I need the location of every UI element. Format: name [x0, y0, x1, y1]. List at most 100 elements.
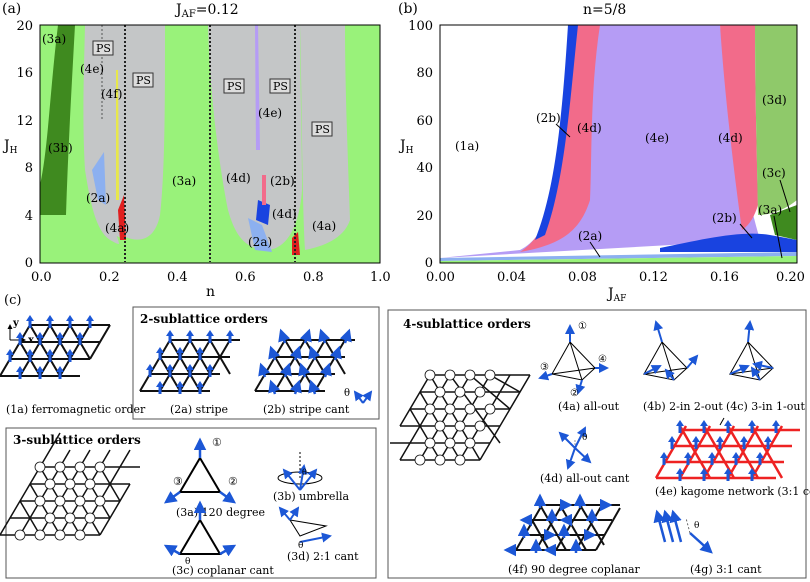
- svg-text:JH: JH: [398, 138, 414, 156]
- svg-text:③: ③: [540, 362, 549, 373]
- panel-b-yticks: 0 20 40 60 80 100: [408, 19, 433, 271]
- region-2b-b-left: [535, 25, 578, 240]
- panel-a-yticks: 0 4 8 12 16 20: [16, 19, 33, 271]
- label-2b-b-right: (2b): [712, 211, 737, 225]
- panel-c: (c) y x (1a) ferromagnetic order 2-subla…: [0, 293, 810, 579]
- region-2a-right: [248, 218, 272, 252]
- svg-text:JAF=0.12: JAF=0.12: [174, 2, 239, 20]
- svg-text:20: 20: [16, 19, 33, 34]
- region-2a-b: [440, 252, 797, 261]
- stripe-cant-angle-icon: θ: [344, 388, 373, 404]
- cant-3d: θ: [278, 506, 332, 551]
- panel-c-label: (c): [4, 293, 21, 308]
- region-3b: [40, 25, 75, 215]
- svg-text:①: ①: [212, 436, 222, 449]
- cant-4g: θ: [653, 509, 713, 554]
- svg-text:②: ②: [570, 388, 579, 399]
- title-2-sublattice: 2-sublattice orders: [140, 312, 268, 326]
- label-ps-5: PS: [315, 123, 330, 136]
- caption-3b: (3b) umbrella: [273, 490, 349, 503]
- caption-2b: (2b) stripe cant: [263, 403, 350, 416]
- label-3a-main: (3a): [172, 174, 196, 188]
- panel-a-xticks: 0.0 0.2 0.4 0.6 0.8 1.0: [31, 270, 391, 285]
- label-4d-b-right: (4d): [718, 131, 743, 145]
- label-4f: (4f): [101, 87, 122, 101]
- caption-4c: (4c) 3-in 1-out: [726, 400, 805, 413]
- region-2b: [256, 200, 270, 225]
- svg-text:②: ②: [228, 475, 238, 488]
- region-ps-4: [300, 25, 350, 250]
- panel-a: (a) JAF=0.12 (3a) (3b) (4e): [2, 1, 391, 300]
- panel-b-label: (b): [398, 1, 418, 17]
- svg-text:0: 0: [425, 256, 433, 271]
- svg-text:θ: θ: [344, 388, 350, 399]
- svg-text:④: ④: [598, 354, 607, 365]
- panel-a-ylabel: J: [2, 138, 10, 154]
- region-3a-b: [440, 256, 797, 263]
- caption-4b: (4b) 2-in 2-out: [643, 400, 723, 413]
- caption-3d: (3d) 2:1 cant: [287, 550, 359, 563]
- region-4e: [255, 25, 260, 150]
- panel-a-title-sub: AF: [181, 9, 196, 20]
- svg-text:y: y: [12, 318, 20, 329]
- label-ps-2: PS: [136, 74, 151, 87]
- panel-b-xlabel: J: [606, 286, 614, 302]
- label-2a-right: (2a): [248, 235, 272, 249]
- svg-text:JH: JH: [2, 138, 18, 156]
- region-4f: [116, 70, 119, 200]
- svg-text:0.0: 0.0: [31, 270, 52, 285]
- title-3-sublattice: 3-sublattice orders: [13, 433, 141, 447]
- svg-text:0.6: 0.6: [235, 270, 256, 285]
- label-4d-lower: (4d): [272, 207, 297, 221]
- label-2a-left: (2a): [86, 191, 110, 205]
- svg-text:100: 100: [408, 19, 433, 34]
- svg-text:θ: θ: [302, 468, 307, 477]
- svg-text:80: 80: [416, 66, 433, 81]
- svg-text:0.16: 0.16: [710, 270, 739, 285]
- region-2b-b-right: [660, 233, 797, 252]
- lattice-2a: [139, 328, 240, 396]
- region-2a-left: [92, 152, 106, 205]
- panel-a-frame: [39, 24, 381, 264]
- svg-text:0.00: 0.00: [426, 270, 455, 285]
- svg-text:0: 0: [25, 256, 33, 271]
- svg-text:0.8: 0.8: [303, 270, 324, 285]
- label-3c: (3c): [762, 166, 786, 180]
- label-3d: (3d): [762, 93, 787, 107]
- lattice-3: [0, 432, 140, 541]
- tetra-4a: ① ③ ④ ②: [538, 321, 609, 399]
- box-2-sublattice: [132, 306, 380, 420]
- label-4d-upper: (4d): [226, 171, 251, 185]
- caption-3c: (3c) coplanar cant: [172, 564, 274, 577]
- svg-text:θ: θ: [298, 541, 303, 551]
- box-4-sublattice: [387, 309, 807, 579]
- lattice-4f: [503, 493, 621, 557]
- region-3d: [755, 25, 797, 215]
- region-4e-b: [440, 25, 760, 258]
- svg-text:JAF: JAF: [606, 286, 626, 304]
- svg-text:0.04: 0.04: [497, 270, 526, 285]
- svg-text:12: 12: [16, 114, 33, 129]
- kagome-4e: [654, 417, 800, 483]
- label-4e-left: (4e): [80, 62, 104, 76]
- lattice-1a: [0, 313, 111, 381]
- panel-b: (b) n=5/8 (1a) (2b) (4d) (4e) (4d) (3d) …: [398, 1, 805, 304]
- label-2b: (2b): [270, 174, 295, 188]
- allout-cant-4d: θ: [558, 426, 592, 470]
- svg-text:16: 16: [16, 66, 33, 81]
- svg-text:θ: θ: [582, 433, 587, 443]
- triangle-3c: θ: [163, 500, 237, 567]
- lattice-2b: [254, 328, 355, 395]
- label-1a: (1a): [455, 139, 479, 153]
- svg-text:0.20: 0.20: [776, 270, 805, 285]
- panel-b-frame: [439, 24, 798, 264]
- axis-indicator: y x: [7, 318, 35, 346]
- svg-text:4: 4: [25, 209, 33, 224]
- caption-3a: (3a) 120 degree: [176, 506, 265, 519]
- svg-text:x: x: [28, 335, 35, 346]
- svg-text:θ: θ: [185, 557, 190, 567]
- label-4d-b-left: (4d): [577, 121, 602, 135]
- svg-text:0.2: 0.2: [99, 270, 120, 285]
- label-3a-b: (3a): [758, 203, 782, 217]
